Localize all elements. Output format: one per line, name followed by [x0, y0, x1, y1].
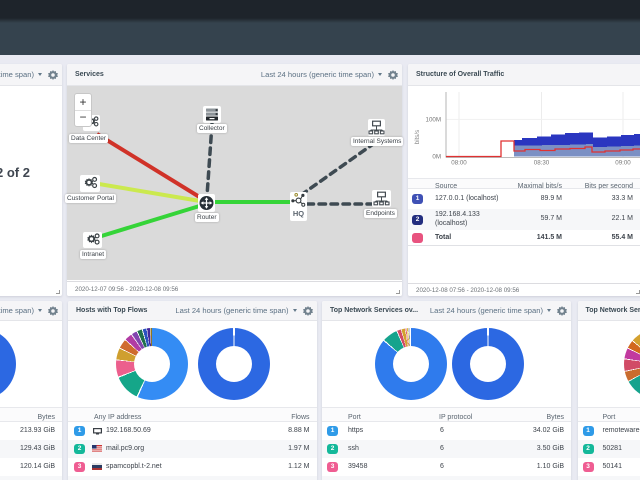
svg-text:09:00: 09:00 [615, 160, 631, 167]
svg-text:08:00: 08:00 [451, 160, 467, 167]
svg-text:bits/s: bits/s [414, 130, 421, 144]
svg-text:08:30: 08:30 [534, 160, 550, 167]
svg-text:HQ: HQ [293, 209, 304, 218]
svg-text:100M: 100M [426, 117, 441, 124]
svg-text:0M: 0M [432, 154, 441, 161]
